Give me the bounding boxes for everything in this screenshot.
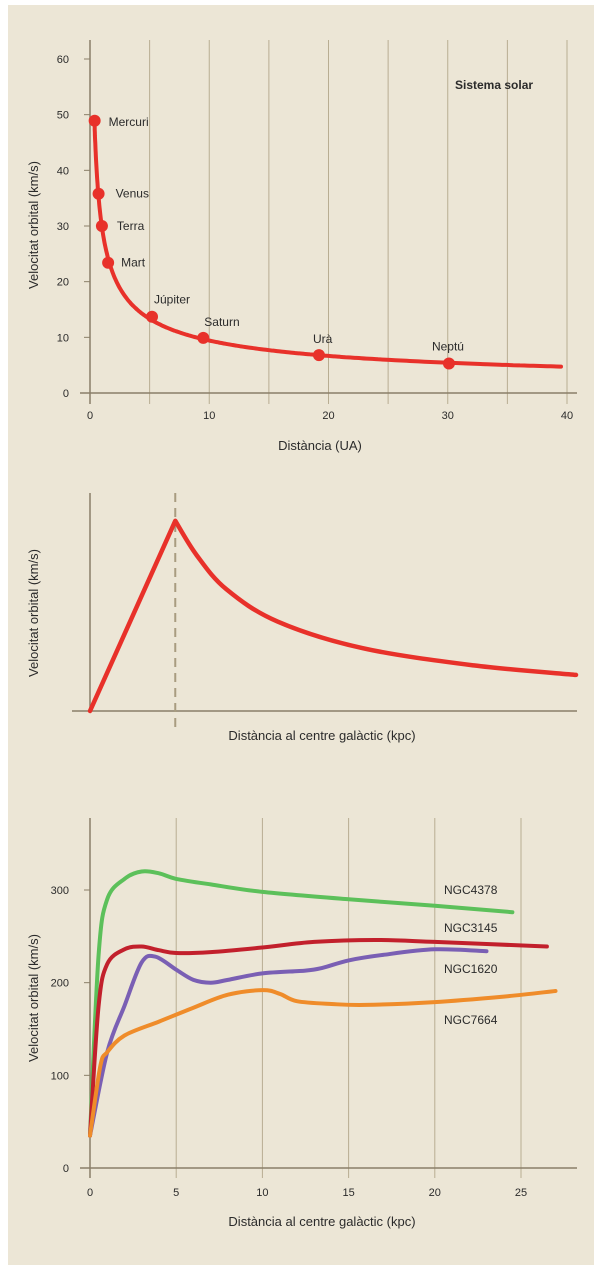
chart1-point-label: Mart: [121, 256, 146, 270]
chart3-series-label: NGC1620: [444, 962, 498, 976]
chart3-series-line: [88, 988, 558, 1138]
chart2-y-axis-label: Velocitat orbital (km/s): [26, 549, 41, 677]
chart3-x-tick-label: 10: [256, 1187, 268, 1199]
chart1-y-tick-label: 30: [57, 221, 69, 233]
chart1-x-tick-label: 20: [322, 410, 334, 422]
chart1-point: [312, 349, 325, 362]
chart3-series-label: NGC7664: [444, 1013, 498, 1027]
chart1-point: [442, 357, 455, 370]
chart1-y-tick-label: 60: [57, 54, 69, 66]
chart1-point: [92, 187, 105, 200]
chart-galaxy-expected: Distància al centre galàctic (kpc) Veloc…: [26, 493, 579, 743]
chart1-point: [102, 256, 115, 269]
chart2-x-axis-label: Distància al centre galàctic (kpc): [228, 728, 415, 743]
chart1-point: [197, 331, 210, 344]
chart3-x-ticks: 0 5 10 15 20 25: [87, 1187, 527, 1199]
chart1-point-label: Júpiter: [154, 293, 190, 307]
chart1-point: [146, 310, 159, 323]
chart3-y-tick-label: 100: [51, 1070, 69, 1082]
chart3-y-ticks: 0 100 200 300: [51, 885, 90, 1175]
chart1-y-tick-label: 50: [57, 110, 69, 122]
chart3-series-labels: NGC4378 NGC3145 NGC1620 NGC7664: [444, 883, 498, 1027]
chart1-title: Sistema solar: [455, 78, 533, 92]
chart1-points: Mercuri Venus Terra Mart Júpiter Saturn Urà Nep…: [88, 114, 464, 370]
chart1-y-tick-label: 20: [57, 277, 69, 289]
chart3-y-tick-label: 300: [51, 885, 69, 897]
chart3-x-tick-label: 0: [87, 1187, 93, 1199]
chart1-y-tick-label: 10: [57, 332, 69, 344]
chart1-x-tick-label: 40: [561, 410, 573, 422]
chart1-y-axis-label: Velocitat orbital (km/s): [26, 161, 41, 289]
chart1-x-ticks: 0 10 20 30 40: [87, 410, 573, 422]
chart-galaxy-observed: 0 100 200 300 0 5 10 15 20 25 NGC4378 NGC3145 NGC1…: [26, 818, 577, 1229]
chart1-point-label: Venus: [116, 187, 149, 201]
chart2-series-line: [87, 518, 579, 714]
chart1-x-tick-label: 10: [203, 410, 215, 422]
chart3-series-label: NGC4378: [444, 883, 498, 897]
chart3-x-tick-label: 5: [173, 1187, 179, 1199]
chart1-point: [95, 220, 108, 232]
chart1-x-tick-label: 30: [442, 410, 454, 422]
chart3-x-tick-label: 15: [342, 1187, 354, 1199]
chart1-point-label: Urà: [313, 332, 333, 346]
chart1-y-ticks: 0 10 20 30 40 50 60: [57, 54, 90, 400]
chart3-series: [88, 869, 558, 1138]
chart1-x-tick-label: 0: [87, 410, 93, 422]
chart1-grid: [149, 40, 568, 404]
chart3-x-tick-label: 20: [429, 1187, 441, 1199]
chart3-x-axis-label: Distància al centre galàctic (kpc): [228, 1214, 415, 1229]
chart3-series-label: NGC3145: [444, 921, 498, 935]
chart3-series-line: [88, 947, 489, 1138]
chart3-y-axis-label: Velocitat orbital (km/s): [26, 934, 41, 1062]
chart-solar-system: 0 10 20 30 40 50 60 0 10 20 30 40 Mercuri Venus Terr…: [26, 40, 577, 453]
chart3-x-tick-label: 25: [515, 1187, 527, 1199]
chart1-point-label: Saturn: [204, 315, 239, 329]
chart3-y-tick-label: 200: [51, 978, 69, 990]
chart3-series-line: [88, 938, 549, 1138]
chart1-point-label: Neptú: [432, 339, 464, 353]
chart1-fit-curve: [92, 125, 563, 369]
chart1-point: [88, 114, 101, 127]
chart3-series-line: [88, 869, 515, 1138]
chart1-y-tick-label: 0: [63, 388, 69, 400]
chart3-y-tick-label: 0: [63, 1163, 69, 1175]
chart1-point-label: Terra: [117, 219, 145, 233]
chart1-x-axis-label: Distància (UA): [278, 438, 362, 453]
chart1-y-tick-label: 40: [57, 165, 69, 177]
chart1-point-label: Mercuri: [109, 115, 149, 129]
